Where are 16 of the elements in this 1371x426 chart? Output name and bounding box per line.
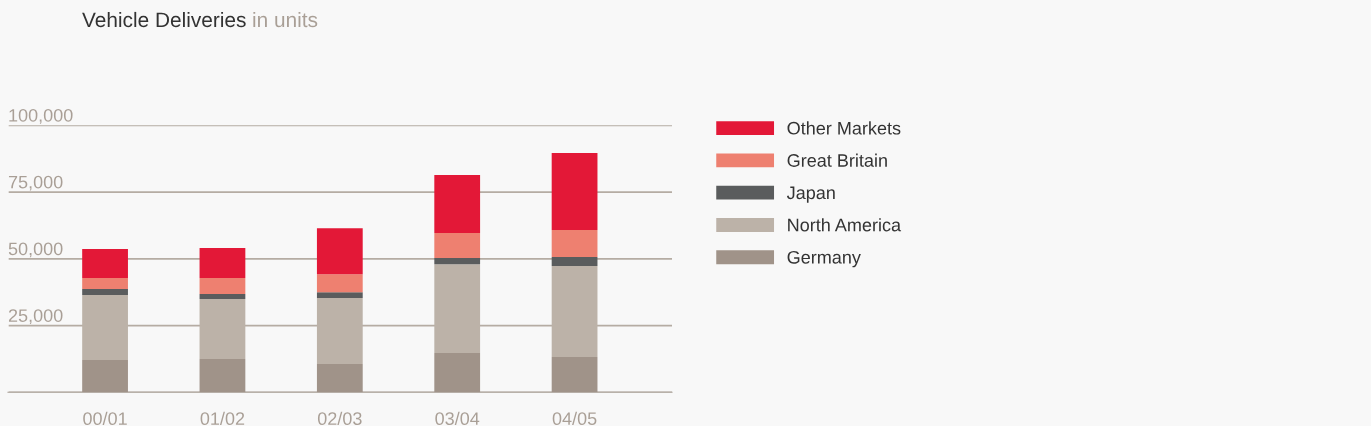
x-tick-label: 02/03 xyxy=(317,411,362,426)
chart-title: Vehicle Deliveries xyxy=(82,11,246,28)
x-tick-label: 00/01 xyxy=(83,411,127,426)
x-tick-label: 01/02 xyxy=(200,411,245,426)
y-tick-label: 25,000 xyxy=(8,309,63,325)
x-tick-label: 03/04 xyxy=(435,411,480,426)
y-tick-label: 50,000 xyxy=(8,242,63,258)
legend-label: North America xyxy=(788,218,902,232)
y-tick-label: 75,000 xyxy=(8,175,63,191)
chart-subtitle: in units xyxy=(253,11,318,28)
legend-label: Germany xyxy=(787,250,861,268)
x-tick-label: 04/05 xyxy=(552,411,597,426)
legend-label: Japan xyxy=(786,186,835,203)
legend-label: Other Markets xyxy=(787,121,901,135)
y-tick-label: 100,000 xyxy=(9,108,73,124)
legend-label: Great Britain xyxy=(787,153,887,167)
